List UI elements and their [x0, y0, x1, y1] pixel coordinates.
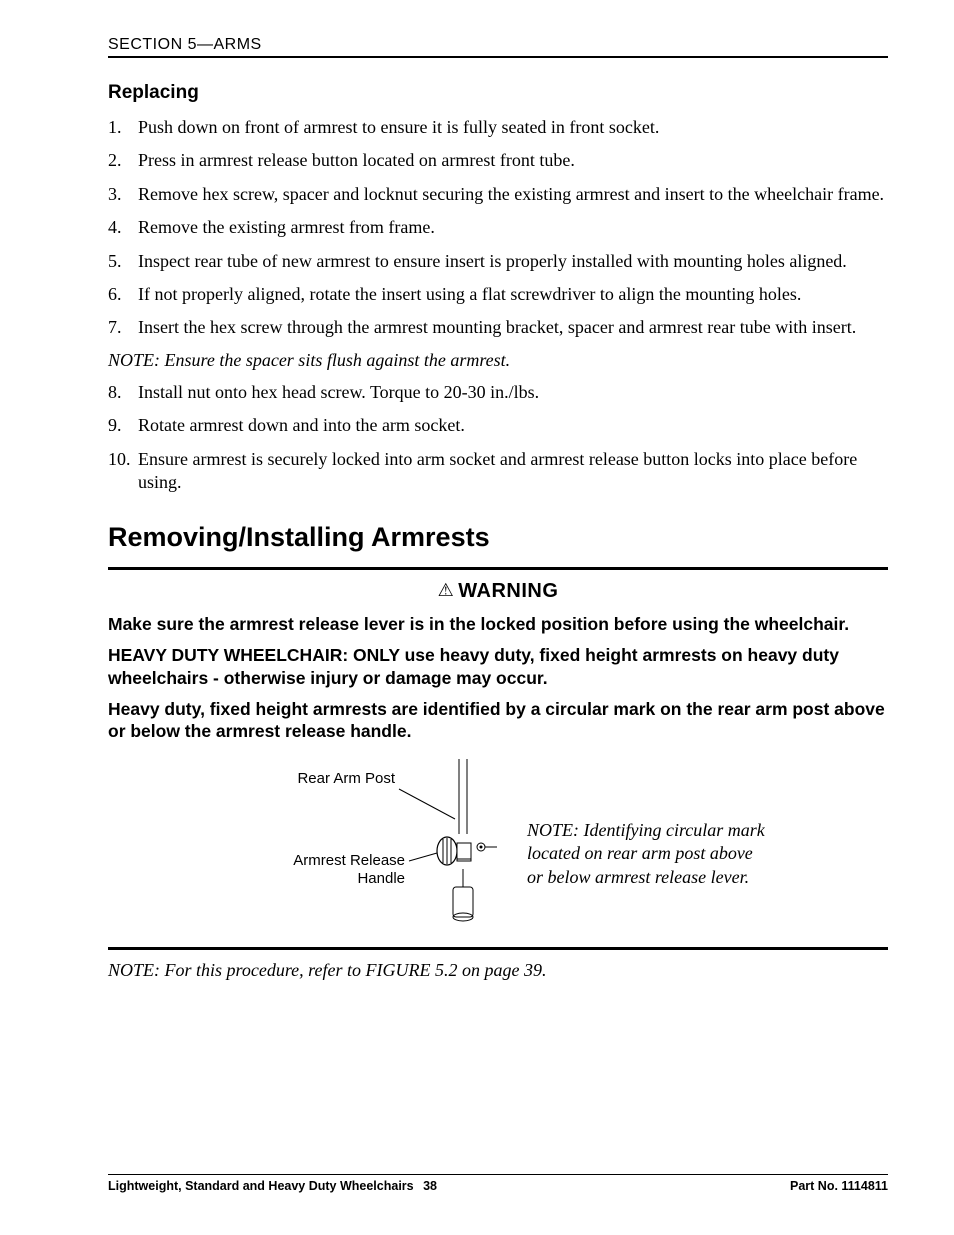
label-release-handle-2: Handle [357, 870, 405, 887]
armrest-diagram: Rear Arm Post Armrest Release Handle [229, 759, 509, 929]
page-footer: Lightweight, Standard and Heavy Duty Whe… [108, 1174, 888, 1193]
step-item: Rotate armrest down and into the arm soc… [108, 414, 888, 437]
warning-para: HEAVY DUTY WHEELCHAIR: ONLY use heavy du… [108, 644, 888, 690]
warning-para: Heavy duty, fixed height armrests are id… [108, 698, 888, 744]
step-item: If not properly aligned, rotate the inse… [108, 283, 888, 306]
step-item: Press in armrest release button located … [108, 149, 888, 172]
step-item: Ensure armrest is securely locked into a… [108, 448, 888, 495]
step-item: Push down on front of armrest to ensure … [108, 116, 888, 139]
warning-triangle-icon: ⚠ [438, 580, 455, 600]
label-rear-arm-post: Rear Arm Post [297, 770, 395, 787]
step-item: Insert the hex screw through the armrest… [108, 316, 888, 339]
footer-left: Lightweight, Standard and Heavy Duty Whe… [108, 1179, 437, 1193]
steps-list-2: Install nut onto hex head screw. Torque … [108, 381, 888, 495]
steps-list-1: Push down on front of armrest to ensure … [108, 116, 888, 340]
subheading-replacing: Replacing [108, 82, 888, 104]
footer-page-number: 38 [423, 1179, 437, 1193]
footer-right: Part No. 1114811 [790, 1179, 888, 1193]
step-item: Inspect rear tube of new armrest to ensu… [108, 250, 888, 273]
note-refer-figure: NOTE: For this procedure, refer to FIGUR… [108, 960, 888, 981]
heading-removing-installing: Removing/Installing Armrests [108, 522, 888, 553]
step-item: Install nut onto hex head screw. Torque … [108, 381, 888, 404]
step-item: Remove hex screw, spacer and locknut sec… [108, 183, 888, 206]
figure-wrap: Rear Arm Post Armrest Release Handle NOT… [108, 759, 888, 929]
warning-para: Make sure the armrest release lever is i… [108, 613, 888, 636]
figure-side-note: NOTE: Identifying circular mark located … [527, 819, 767, 889]
warning-label: WARNING [458, 580, 558, 602]
footer-doc-title: Lightweight, Standard and Heavy Duty Whe… [108, 1179, 414, 1193]
step-item: Remove the existing armrest from frame. [108, 216, 888, 239]
note-spacer-flush: NOTE: Ensure the spacer sits flush again… [108, 350, 888, 371]
section-header: SECTION 5—ARMS [108, 36, 888, 58]
warning-block: ⚠WARNING Make sure the armrest release l… [108, 567, 888, 950]
warning-body: Make sure the armrest release lever is i… [108, 613, 888, 743]
label-release-handle-1: Armrest Release [293, 852, 405, 869]
warning-title: ⚠WARNING [108, 580, 888, 603]
